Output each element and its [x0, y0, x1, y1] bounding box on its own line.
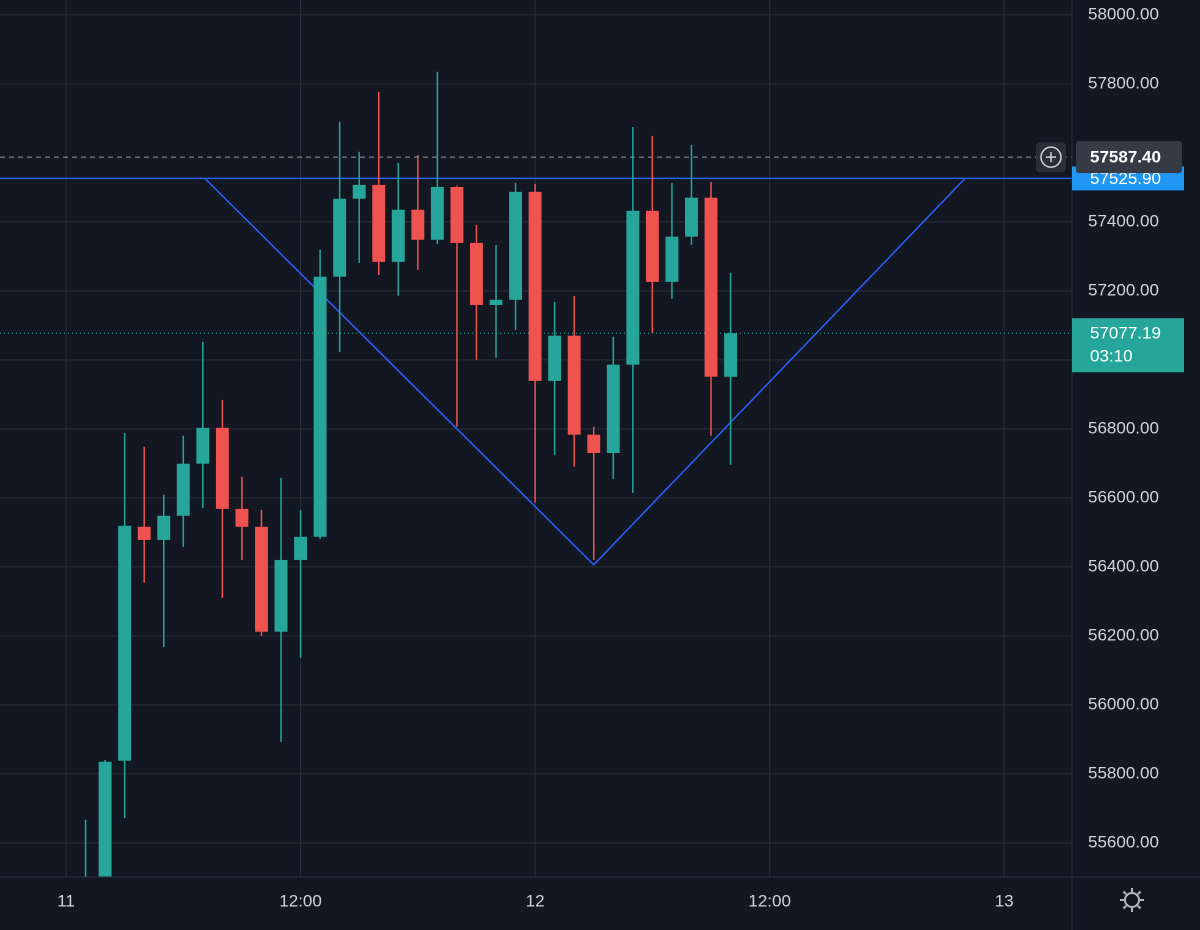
candle-body — [118, 525, 132, 761]
add-button-plus — [1046, 152, 1056, 163]
candle-body — [528, 191, 542, 381]
y-tick-label: 58000.00 — [1088, 4, 1159, 23]
candle-body — [587, 434, 601, 453]
y-tick-label: 56600.00 — [1088, 487, 1159, 506]
y-tick-label: 56000.00 — [1088, 694, 1159, 713]
horizontal-line-label: 57525.90 — [1090, 169, 1161, 188]
candle-body — [411, 209, 425, 240]
candle-body — [704, 197, 718, 377]
candle-body — [685, 197, 698, 237]
add-button-circle — [1040, 146, 1062, 168]
candle-body — [215, 427, 229, 509]
settings-icon[interactable] — [1120, 888, 1144, 912]
y-tick-label: 56200.00 — [1088, 625, 1159, 644]
candle-body — [645, 210, 659, 282]
y-tick-label: 56400.00 — [1088, 556, 1159, 575]
candle-body — [470, 242, 483, 305]
candle-body — [157, 515, 171, 540]
y-tick-label: 56800.00 — [1088, 418, 1159, 437]
candle-body — [235, 508, 249, 527]
candle-body — [137, 526, 151, 540]
candle-body — [430, 186, 444, 240]
candle-body — [313, 276, 327, 537]
crosshair-label: 57587.40 — [1090, 148, 1161, 167]
candle-body — [489, 299, 503, 305]
crosshair-label-bg — [1076, 141, 1182, 174]
candle-body — [274, 559, 288, 632]
x-tick-label: 12 — [526, 891, 545, 910]
y-tick-label: 57200.00 — [1088, 280, 1159, 299]
candle-body — [196, 427, 210, 464]
candle-body — [333, 198, 347, 277]
y-tick-label: 57800.00 — [1088, 73, 1159, 92]
candle-body — [176, 463, 190, 516]
candle-body — [391, 209, 405, 262]
candle-body — [98, 761, 112, 877]
x-tick-label: 12:00 — [279, 891, 322, 910]
candle-body — [724, 333, 737, 377]
x-tick-label: 11 — [57, 891, 75, 910]
candle-body — [567, 335, 581, 435]
last-price-label: 57077.19 — [1090, 324, 1161, 343]
candle-body — [294, 536, 308, 560]
plot — [0, 71, 1072, 877]
add-button[interactable] — [1036, 142, 1066, 173]
candle-body — [626, 210, 640, 365]
trend-drawing — [204, 177, 966, 566]
candle-body — [548, 335, 562, 381]
countdown-label: 03:10 — [1090, 347, 1133, 366]
candle-body — [606, 364, 620, 453]
candle-body — [352, 184, 366, 199]
y-tick-label: 57400.00 — [1088, 211, 1159, 230]
candle-body — [372, 184, 386, 262]
y-tick-label: 55800.00 — [1088, 763, 1159, 782]
candle-body — [509, 191, 523, 300]
y-tick-label: 55600.00 — [1088, 832, 1159, 851]
x-tick-label: 12:00 — [748, 891, 791, 910]
candle-body — [450, 186, 464, 243]
last-price-label-bg — [1072, 318, 1184, 373]
axes: 55600.00 55800.00 56000.00 56200.00 56400.00… — [57, 4, 1184, 910]
candle-body — [665, 236, 679, 282]
candle-body — [255, 526, 268, 632]
x-tick-label: 13 — [995, 891, 1014, 910]
